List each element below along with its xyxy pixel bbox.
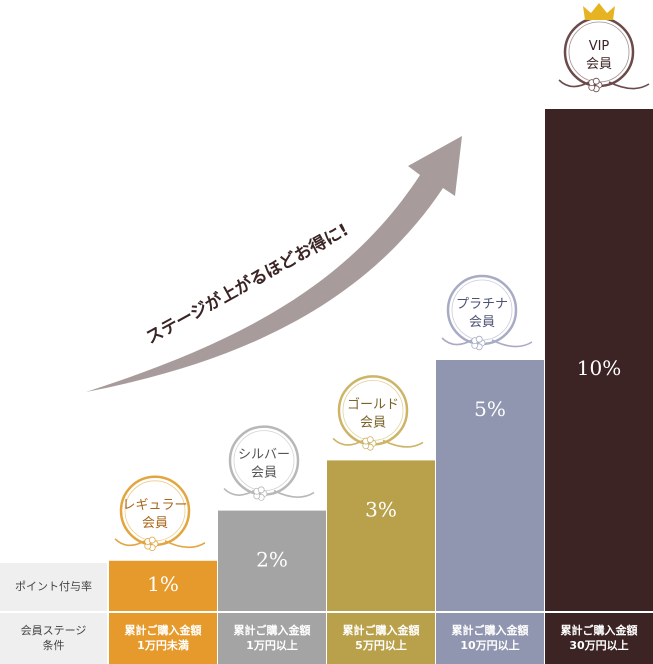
condition-line-3-1: 累計ご購入金額 — [342, 623, 420, 637]
condition-line-4-1: 累計ご購入金額 — [451, 623, 529, 637]
condition-cell-3: 累計ご購入金額 5万円以上 — [327, 613, 435, 664]
stage-badge-line2-4: 会員 — [469, 315, 495, 330]
stage-badge-line2-3: 会員 — [360, 415, 386, 430]
arrow-icon — [86, 136, 462, 392]
condition-line-4-2: 10万円以上 — [460, 638, 520, 652]
condition-line-2-2: 1万円以上 — [246, 638, 298, 652]
bar-4 — [436, 360, 544, 611]
bar-5 — [545, 109, 653, 611]
condition-cell-5: 累計ご購入金額 30万円以上 — [545, 613, 653, 664]
growth-arrow: ステージが上がるほどお得に! — [86, 136, 462, 392]
bar-value-label-2: 2% — [256, 548, 288, 572]
stage-badge-line2-5: 会員 — [586, 57, 612, 72]
stage-badge-5: VIP 会員 — [558, 3, 650, 93]
crown-icon — [583, 3, 615, 20]
rate-row-header-label: ポイント付与率 — [15, 579, 92, 593]
bars: 1% 2% 3% 5% 10% — [109, 109, 653, 611]
bar-3 — [327, 460, 435, 611]
condition-line-5-2: 30万円以上 — [569, 638, 629, 652]
condition-cell-2: 累計ご購入金額 1万円以上 — [218, 613, 326, 664]
condition-header-line2: 条件 — [42, 638, 65, 652]
condition-cell-1: 累計ご購入金額 1万円未満 — [109, 613, 217, 664]
stage-badge-line2-1: 会員 — [142, 516, 168, 531]
bar-1 — [109, 560, 217, 611]
condition-line-1-2: 1万円未満 — [137, 638, 189, 652]
stage-badge-line1-1: レギュラー — [122, 498, 187, 513]
stage-badge-line1-2: シルバー — [238, 448, 290, 463]
bar-value-label-3: 3% — [365, 497, 397, 521]
condition-row-header: 会員ステージ 条件 — [0, 613, 107, 664]
condition-line-1-1: 累計ご購入金額 — [124, 623, 202, 637]
bar-value-label-4: 5% — [474, 397, 506, 421]
stage-badge-line1-4: プラチナ — [456, 297, 508, 312]
bar-value-label-5: 10% — [577, 356, 621, 380]
stage-badge-line1-3: ゴールド — [347, 396, 399, 412]
stage-badge-line2-2: 会員 — [251, 466, 277, 481]
bar-2 — [218, 510, 326, 611]
condition-line-2-1: 累計ご購入金額 — [233, 623, 311, 637]
condition-line-5-1: 累計ご購入金額 — [560, 623, 638, 637]
condition-header-line1: 会員ステージ — [20, 623, 87, 637]
bar-value-label-1: 1% — [147, 572, 179, 596]
condition-line-3-2: 5万円以上 — [355, 638, 407, 652]
condition-cell-4: 累計ご購入金額 10万円以上 — [436, 613, 544, 664]
rate-row-header: ポイント付与率 — [0, 563, 107, 611]
stage-badge-line1-5: VIP — [589, 39, 610, 54]
